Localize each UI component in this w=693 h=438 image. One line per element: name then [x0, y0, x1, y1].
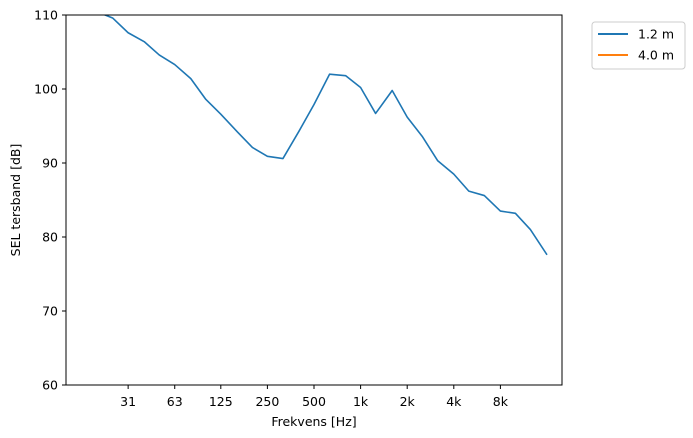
- y-tick-label: 90: [42, 156, 58, 171]
- x-tick-label: 250: [255, 394, 279, 409]
- x-tick-label: 4k: [446, 394, 462, 409]
- x-axis: 31 63 125 250 500 1k 2k 4k 8k: [120, 385, 509, 409]
- x-tick-label: 2k: [400, 394, 416, 409]
- y-tick-label: 70: [42, 304, 58, 319]
- y-tick-label: 60: [42, 378, 58, 393]
- y-tick-label: 80: [42, 230, 58, 245]
- x-axis-label: Frekvens [Hz]: [271, 414, 356, 429]
- x-tick-label: 125: [209, 394, 233, 409]
- y-axis-label: SEL tersband [dB]: [8, 144, 23, 257]
- legend-label-4-0m: 4.0 m: [638, 48, 674, 63]
- series-layer: [102, 15, 548, 256]
- plot-area: [65, 14, 563, 386]
- series-line-1-2-m: [102, 15, 548, 256]
- x-tick-label: 1k: [353, 394, 369, 409]
- x-tick-label: 63: [167, 394, 183, 409]
- y-tick-label: 110: [34, 8, 58, 23]
- y-tick-label: 100: [34, 82, 58, 97]
- x-tick-label: 31: [120, 394, 136, 409]
- plot-frame: [65, 14, 563, 386]
- y-axis: 60 70 80 90 100 110: [34, 8, 66, 393]
- legend-label-1-2m: 1.2 m: [638, 27, 674, 42]
- x-tick-label: 500: [302, 394, 326, 409]
- legend: 1.2 m 4.0 m: [591, 21, 686, 70]
- x-tick-label: 8k: [493, 394, 509, 409]
